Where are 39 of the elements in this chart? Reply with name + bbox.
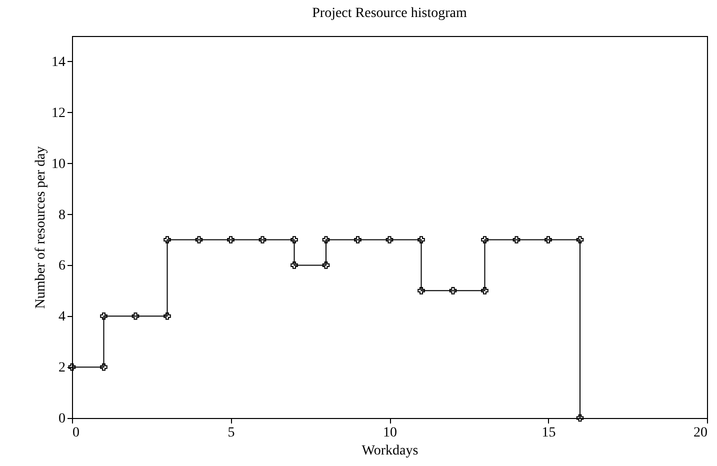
y-tick-label: 2 bbox=[58, 360, 66, 376]
point bbox=[576, 414, 584, 422]
x-tick-label: 15 bbox=[542, 426, 556, 440]
point bbox=[576, 236, 584, 244]
y-tick-label: 0 bbox=[58, 412, 66, 426]
point bbox=[354, 236, 362, 244]
y-tick-label: 12 bbox=[52, 106, 66, 121]
point bbox=[386, 236, 394, 244]
point bbox=[418, 287, 425, 294]
y-tick-label: 8 bbox=[58, 208, 66, 223]
point bbox=[418, 236, 425, 244]
y-tick-label: 6 bbox=[58, 258, 66, 274]
point bbox=[195, 236, 203, 244]
point bbox=[100, 363, 108, 371]
y-tick-label: 10 bbox=[52, 156, 66, 172]
point bbox=[290, 262, 298, 269]
point bbox=[449, 287, 457, 294]
point bbox=[544, 236, 552, 244]
y-tick-label: 4 bbox=[58, 310, 66, 325]
x-axis-title: Workdays bbox=[362, 444, 418, 458]
point bbox=[258, 236, 266, 244]
point bbox=[100, 312, 108, 320]
point bbox=[481, 236, 488, 244]
x-tick-label: 5 bbox=[228, 426, 235, 440]
point bbox=[132, 312, 140, 320]
y-axis-title: Number of resources per day bbox=[34, 146, 48, 309]
x-tick-label: 20 bbox=[694, 426, 708, 440]
point bbox=[322, 236, 330, 244]
point bbox=[164, 312, 171, 320]
point bbox=[164, 236, 171, 244]
x-tick-label: 10 bbox=[383, 426, 397, 440]
point bbox=[322, 262, 330, 269]
point bbox=[512, 236, 520, 244]
y-tick-label: 14 bbox=[52, 54, 66, 70]
chart-title: Project Resource histogram bbox=[312, 6, 467, 21]
x-tick-label: 0 bbox=[72, 426, 80, 440]
point bbox=[227, 236, 234, 244]
point bbox=[481, 287, 488, 294]
point bbox=[290, 236, 298, 244]
